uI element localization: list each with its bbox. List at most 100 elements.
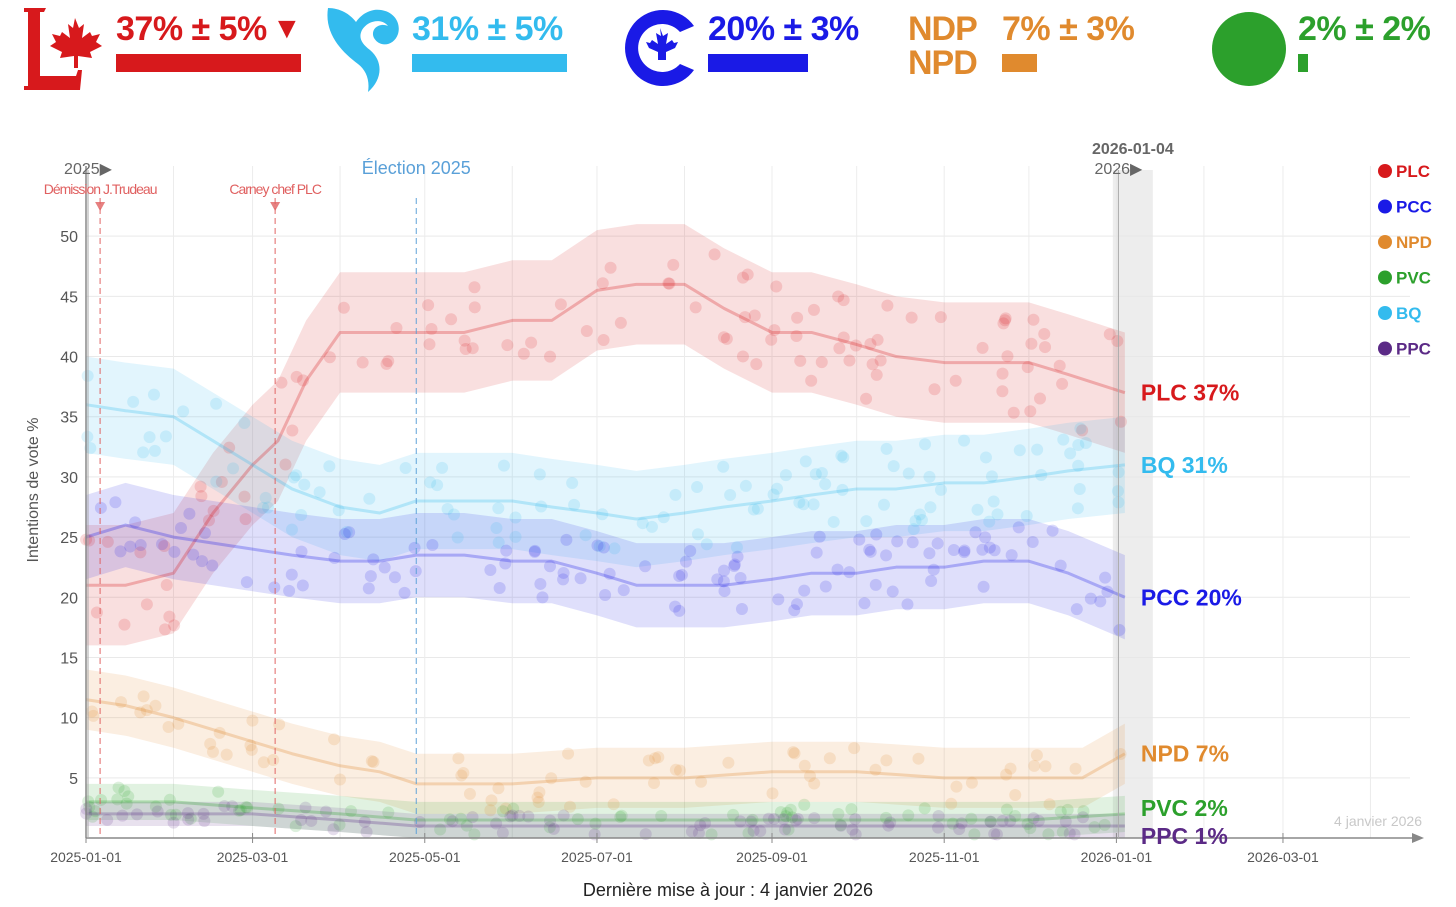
poll-dot-plc	[1053, 359, 1066, 372]
poll-dot-pcc	[891, 535, 904, 548]
poll-dot-ppc	[1076, 811, 1089, 824]
poll-dot-pcc	[617, 584, 630, 597]
poll-dot-pvc	[742, 827, 755, 840]
poll-dot-pcc	[790, 598, 803, 611]
poll-dot-bq	[807, 498, 820, 511]
poll-dot-bq	[1071, 502, 1084, 515]
poll-dot-plc	[445, 313, 458, 326]
band-pcc	[86, 482, 1125, 640]
poll-dot-pvc	[333, 818, 346, 831]
poll-dot-pcc	[947, 543, 960, 556]
poll-dot-bq	[1074, 422, 1087, 435]
poll-dot-plc	[337, 301, 350, 314]
poll-dot-pcc	[711, 573, 724, 586]
poll-dot-pvc	[571, 813, 584, 826]
poll-dot-plc	[158, 623, 171, 636]
poll-dot-npd	[1009, 789, 1022, 802]
poll-dot-ppc	[754, 825, 767, 838]
poll-dot-npd	[950, 780, 963, 793]
poll-dot-plc	[614, 316, 627, 329]
plc-trend-down-icon: ▼	[272, 12, 302, 45]
poll-dot-npd	[804, 770, 817, 783]
poll-dot-plc	[544, 350, 557, 363]
poll-dot-npd	[455, 769, 468, 782]
poll-dot-bq	[451, 531, 464, 544]
poll-dot-npd	[652, 751, 665, 764]
poll-dot-pvc	[86, 810, 99, 823]
poll-dot-pcc	[183, 507, 196, 520]
poll-dot-bq	[1035, 468, 1048, 481]
poll-dot-bq	[767, 488, 780, 501]
poll-dot-plc	[466, 342, 479, 355]
poll-dot-plc	[168, 619, 181, 632]
poll-dot-pcc	[603, 567, 616, 580]
event-arrow-icon	[95, 202, 106, 211]
poll-dot-bq	[1057, 433, 1070, 446]
pcc-estimate: 20% ± 3%	[708, 10, 859, 48]
poll-dot-pvc	[1077, 805, 1090, 818]
poll-dot-ppc	[932, 810, 945, 823]
poll-dot-pvc	[507, 802, 520, 815]
poll-dot-bq	[137, 446, 150, 459]
poll-dot-plc	[741, 268, 754, 281]
poll-dot-npd	[87, 709, 100, 722]
poll-dot-bq	[1072, 438, 1085, 451]
poll-dot-pcc	[1101, 585, 1114, 598]
poll-dot-pcc	[864, 545, 877, 558]
poll-dot-plc	[934, 311, 947, 324]
poll-dot-npd	[880, 754, 893, 767]
y-tick-label: 10	[60, 711, 78, 728]
poll-dot-pvc	[434, 823, 447, 836]
npd-estimate-bar	[1002, 54, 1037, 72]
poll-dot-pvc	[149, 800, 162, 813]
poll-dots	[80, 248, 1127, 841]
plc-estimate: 37% ± 5%	[116, 10, 267, 48]
poll-dot-npd	[1000, 768, 1013, 781]
poll-dot-npd	[808, 777, 821, 790]
poll-dot-bq	[568, 498, 581, 511]
poll-dot-pcc	[906, 536, 919, 549]
poll-dot-ppc	[789, 814, 802, 827]
poll-dot-npd	[206, 745, 219, 758]
poll-dot-pvc	[240, 801, 253, 814]
poll-dot-bq	[210, 475, 223, 488]
end-label-ppc: PPC 1%	[1141, 823, 1228, 849]
poll-dot-plc	[134, 546, 147, 559]
poll-dot-npd	[848, 742, 861, 755]
poll-dot-npd	[137, 690, 150, 703]
poll-dot-pvc	[946, 817, 959, 830]
poll-dot-ppc	[692, 826, 705, 839]
poll-dot-plc	[750, 358, 763, 371]
poll-dot-plc	[871, 333, 884, 346]
poll-dot-plc	[580, 325, 593, 338]
poll-dot-plc	[1076, 424, 1089, 437]
bloc-quebecois-logo	[327, 8, 399, 92]
poll-dot-npd	[1030, 749, 1043, 762]
poll-dot-npd	[334, 773, 347, 786]
poll-dot-pcc	[1005, 549, 1018, 562]
poll-dot-ppc	[360, 825, 373, 838]
band-npd	[86, 669, 1125, 814]
poll-dot-pvc	[615, 809, 628, 822]
poll-dot-pcc	[901, 598, 914, 611]
poll-dot-pcc	[886, 585, 899, 598]
poll-dot-bq	[261, 501, 274, 514]
poll-dot-bq	[259, 491, 272, 504]
poll-dot-pcc	[388, 571, 401, 584]
y-axis-label: Intentions de vote %	[25, 418, 42, 563]
x-tick-label: 2025-03-01	[217, 849, 289, 865]
poll-dot-npd	[545, 772, 558, 785]
poll-dot-bq	[751, 502, 764, 515]
poll-dot-pvc	[1098, 818, 1111, 831]
poll-dot-pcc	[343, 526, 356, 539]
poll-dot-pvc	[112, 781, 125, 794]
party-summary-header: 37% ± 5% ▼ 31% ± 5% 20% ± 3% NDP NPD 7% …	[0, 0, 1456, 110]
poll-dot-npd	[1043, 798, 1056, 811]
poll-dot-pcc	[1070, 603, 1083, 616]
poll-dot-bq	[837, 451, 850, 464]
poll-dot-plc	[140, 598, 153, 611]
poll-dot-pcc	[675, 568, 688, 581]
poll-dot-bq	[971, 503, 984, 516]
green-circle-logo	[1212, 12, 1286, 86]
poll-dot-bq	[509, 511, 522, 524]
